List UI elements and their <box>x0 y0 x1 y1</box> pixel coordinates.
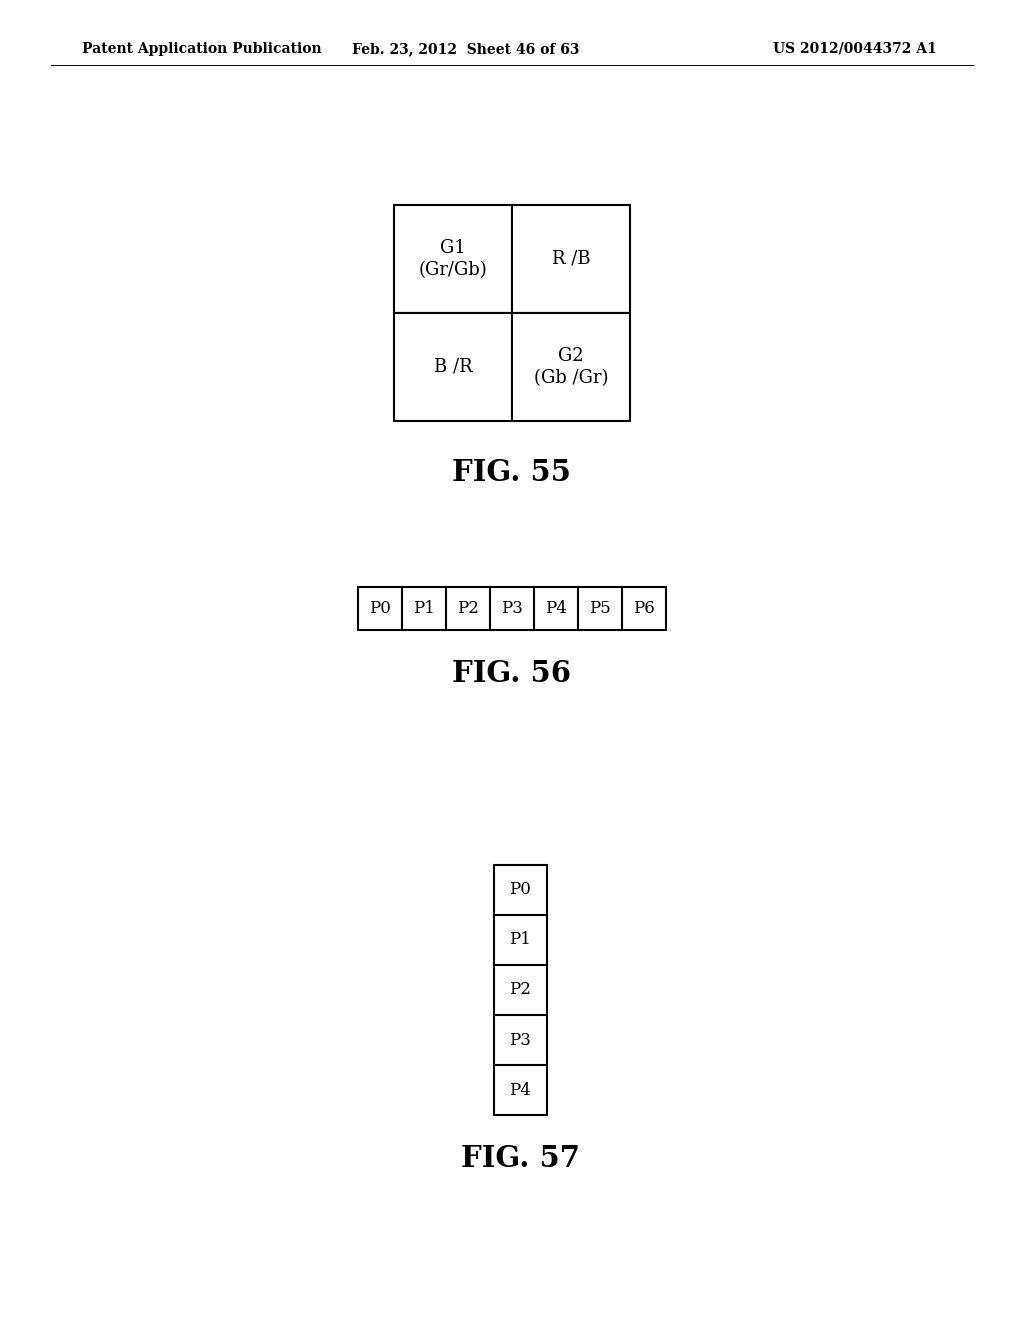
Text: FIG. 56: FIG. 56 <box>453 659 571 688</box>
Text: R /B: R /B <box>552 249 590 268</box>
Text: P2: P2 <box>509 982 531 998</box>
Bar <box>394 205 512 313</box>
Text: P4: P4 <box>545 601 567 616</box>
Text: G2
(Gb /Gr): G2 (Gb /Gr) <box>534 347 608 387</box>
Bar <box>358 587 667 630</box>
Text: P2: P2 <box>457 601 479 616</box>
Text: P4: P4 <box>509 1082 531 1098</box>
Text: P1: P1 <box>413 601 435 616</box>
Text: Patent Application Publication: Patent Application Publication <box>82 42 322 55</box>
Text: P5: P5 <box>589 601 611 616</box>
Bar <box>512 205 630 313</box>
Text: P6: P6 <box>633 601 655 616</box>
Bar <box>394 313 512 421</box>
Text: P1: P1 <box>509 932 531 948</box>
Text: P0: P0 <box>509 882 531 898</box>
Text: G1
(Gr/Gb): G1 (Gr/Gb) <box>419 239 487 279</box>
Text: P3: P3 <box>501 601 523 616</box>
Text: FIG. 57: FIG. 57 <box>461 1144 580 1173</box>
Text: B /R: B /R <box>434 358 472 376</box>
Text: FIG. 55: FIG. 55 <box>453 458 571 487</box>
Text: P0: P0 <box>369 601 391 616</box>
Text: Feb. 23, 2012  Sheet 46 of 63: Feb. 23, 2012 Sheet 46 of 63 <box>352 42 580 55</box>
Bar <box>512 313 630 421</box>
Text: P3: P3 <box>509 1032 531 1048</box>
Bar <box>494 865 547 1115</box>
Text: US 2012/0044372 A1: US 2012/0044372 A1 <box>773 42 937 55</box>
